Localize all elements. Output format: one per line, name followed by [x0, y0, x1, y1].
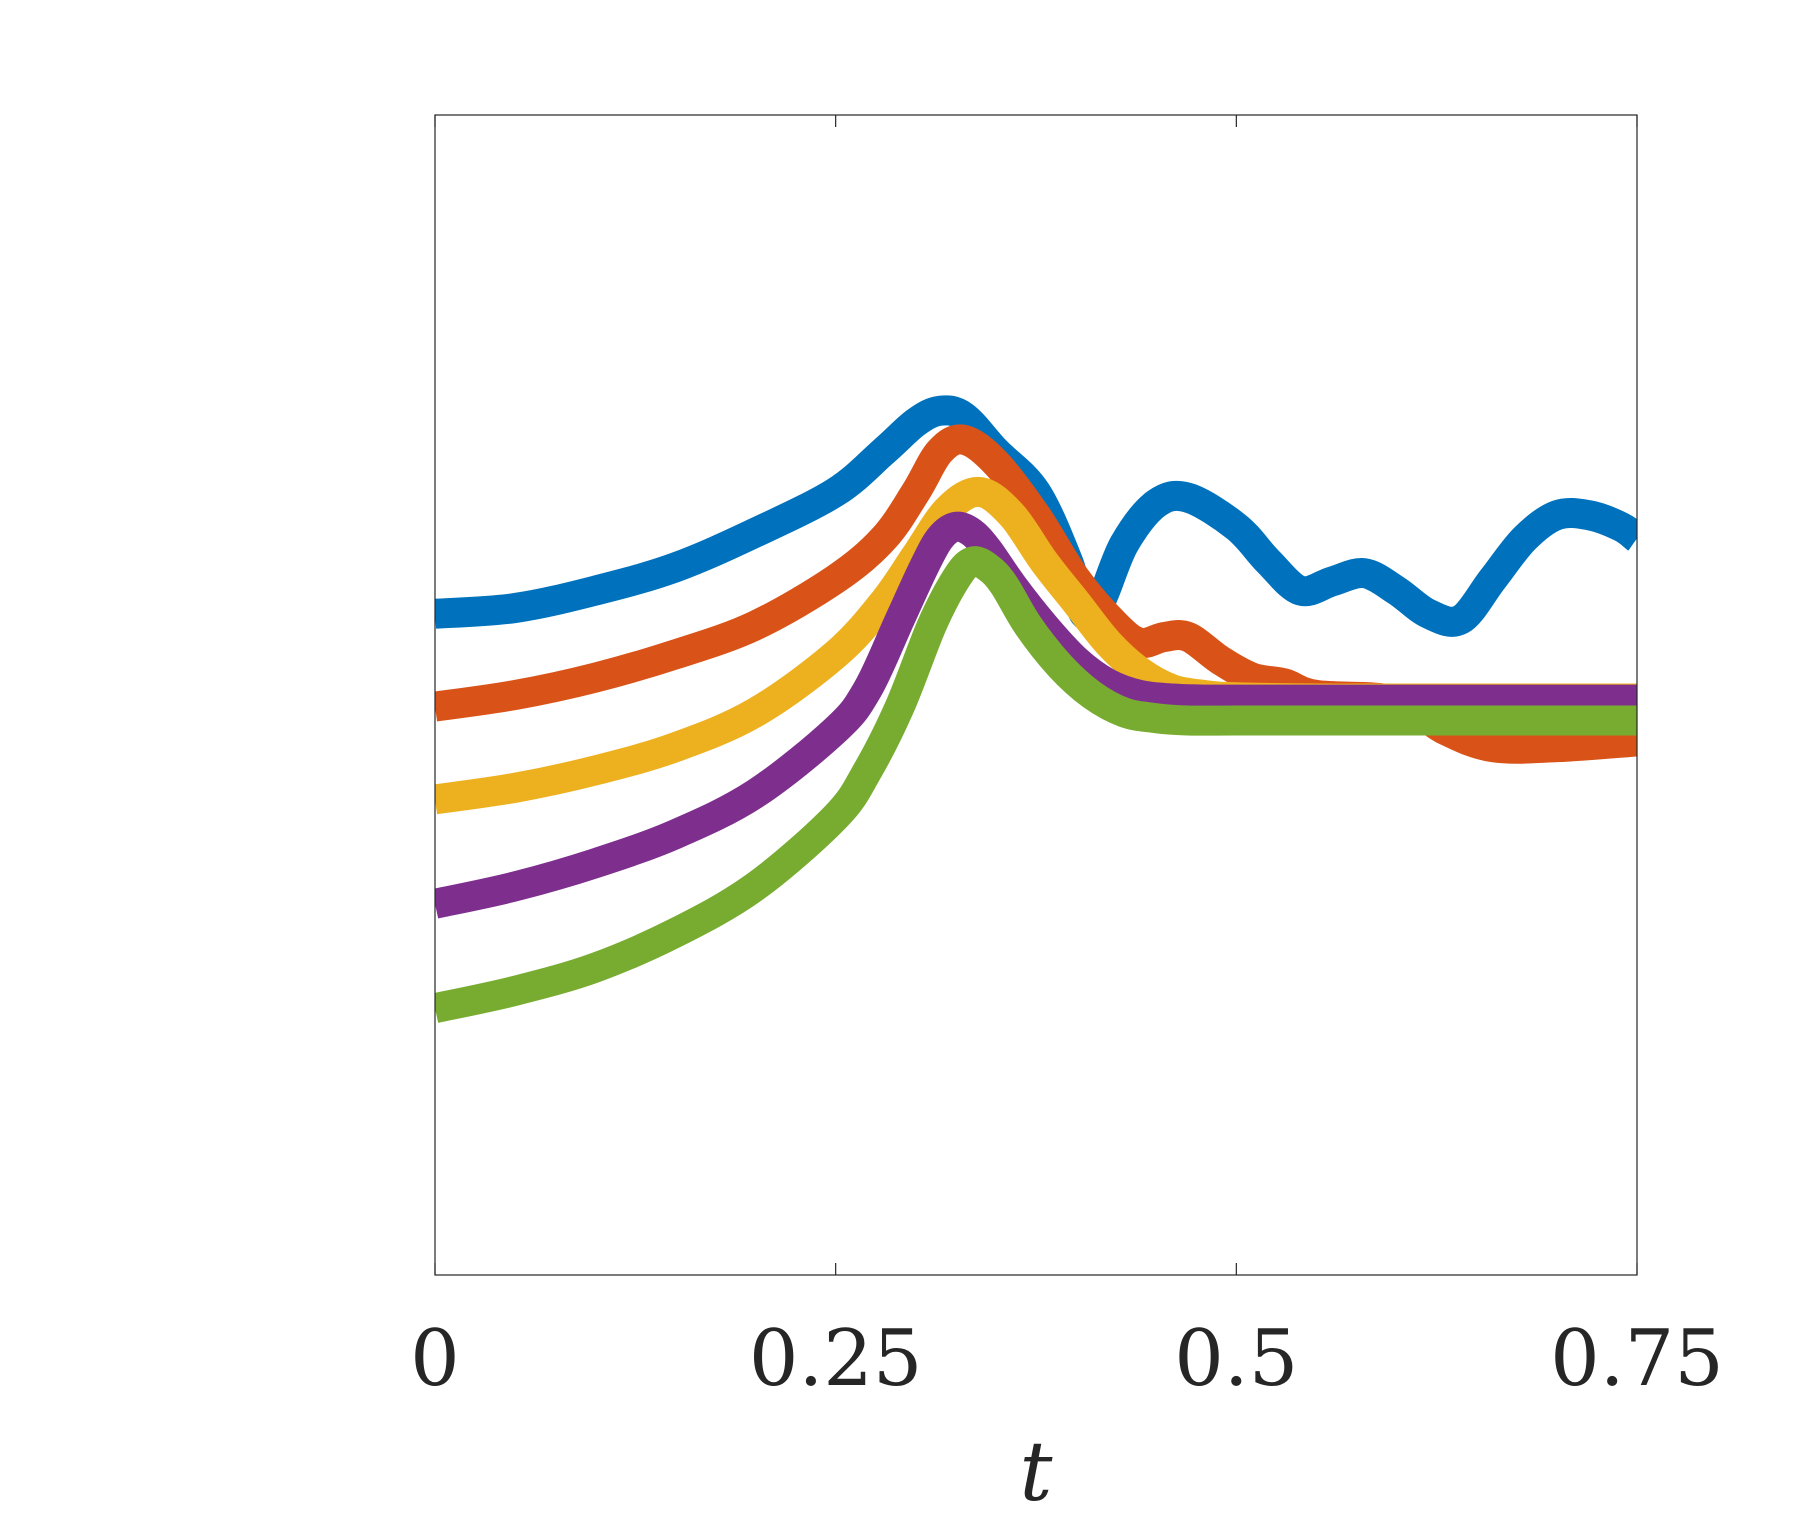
x-tick-label: 0.75: [1550, 1314, 1724, 1404]
x-tick-label: 0: [410, 1314, 460, 1404]
x-tick-label: 0.5: [1174, 1314, 1298, 1404]
x-axis-label: t: [1020, 1425, 1054, 1520]
x-tick-label: 0.25: [749, 1314, 923, 1404]
series-line-5: [435, 546, 1637, 1023]
x-axis-ticks: 0 0.25 0.5 0.75: [410, 115, 1724, 1404]
axes-box: [434, 114, 1638, 1276]
series-layer: [435, 395, 1637, 1023]
series-line-1: [435, 395, 1637, 637]
